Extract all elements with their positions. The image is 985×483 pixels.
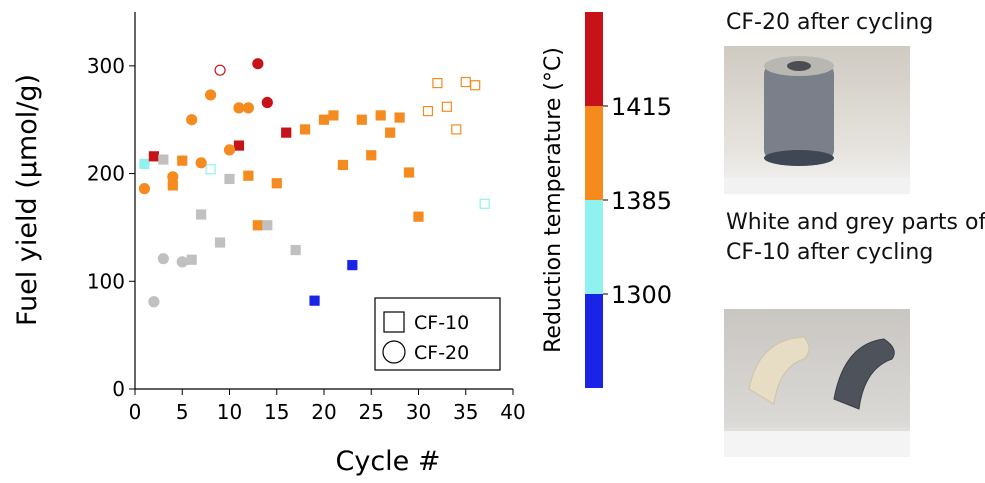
point [148, 151, 159, 162]
point [186, 114, 198, 126]
point [347, 260, 358, 271]
x-tick-label: 20 [311, 400, 336, 424]
x-tick-label: 25 [359, 400, 384, 424]
point [167, 171, 179, 183]
legend-label: CF-20 [414, 342, 469, 364]
point [223, 144, 236, 156]
photo-2 [724, 309, 910, 457]
point [271, 178, 282, 189]
colorbar-tick-label: 1300 [611, 281, 672, 309]
y-tick-label: 200 [87, 162, 125, 186]
chart: Cycle # Fuel yield (μmol/g) Reduction te… [12, 12, 672, 477]
point [157, 253, 169, 265]
y-tick-label: 0 [112, 377, 125, 401]
point [252, 58, 264, 70]
x-axis-label: Cycle # [336, 446, 441, 477]
colorbar-segment [585, 294, 603, 388]
point [214, 64, 226, 76]
point [451, 124, 462, 135]
point [177, 155, 188, 166]
point [242, 102, 254, 114]
point [394, 112, 405, 123]
point [196, 209, 207, 220]
y-tick-label: 100 [87, 269, 125, 293]
legend-label: CF-10 [414, 312, 469, 334]
photo-1-art [724, 56, 910, 194]
point [470, 80, 481, 91]
point [205, 89, 217, 101]
colorbar-segment [585, 12, 603, 106]
photo-1 [724, 46, 910, 194]
point [138, 183, 151, 195]
photo-2-art [724, 336, 910, 457]
x-tick-label: 15 [264, 400, 289, 424]
point [375, 110, 386, 121]
point [309, 295, 320, 306]
x-tick-label: 30 [406, 400, 431, 424]
point [148, 296, 160, 308]
legend-marker [382, 340, 406, 364]
point [290, 244, 301, 256]
colorbar-tick-label: 1415 [611, 93, 672, 121]
photo-caption: CF-20 after cycling [726, 10, 934, 35]
point [432, 77, 443, 89]
colorbar-segment [585, 106, 603, 200]
point [252, 220, 263, 231]
point [356, 114, 367, 125]
point [328, 110, 339, 121]
point [441, 101, 452, 112]
x-tick-label: 40 [500, 400, 525, 424]
colorbar-segment [585, 200, 603, 294]
colorbar-label: Reduction temperature (°C) [541, 47, 566, 353]
point [300, 124, 311, 135]
y-tick-label: 300 [87, 54, 125, 78]
point [139, 158, 150, 169]
point [224, 173, 235, 185]
point [422, 105, 434, 117]
point [385, 127, 396, 138]
point [205, 164, 216, 175]
colorbar-tick-label: 1385 [611, 187, 672, 215]
point [337, 159, 348, 171]
photo-caption: White and grey parts of CF-10 after cycl… [726, 210, 985, 265]
point [460, 76, 471, 88]
point [243, 170, 254, 181]
point [261, 96, 273, 109]
point [413, 211, 424, 222]
point [479, 198, 490, 209]
point [158, 154, 169, 165]
point [233, 140, 245, 151]
x-tick-label: 35 [453, 400, 478, 424]
point [262, 220, 273, 231]
x-tick-label: 5 [176, 400, 189, 424]
point [186, 254, 197, 265]
x-tick-label: 0 [129, 400, 142, 424]
point [366, 150, 377, 161]
point [233, 102, 245, 114]
x-tick-label: 10 [217, 400, 242, 424]
point [318, 114, 330, 125]
point [214, 237, 226, 248]
point [403, 167, 415, 178]
point [176, 256, 188, 268]
y-axis-label: Fuel yield (μmol/g) [12, 74, 43, 326]
point [281, 127, 292, 138]
point [195, 157, 207, 169]
legend-marker [383, 311, 405, 333]
